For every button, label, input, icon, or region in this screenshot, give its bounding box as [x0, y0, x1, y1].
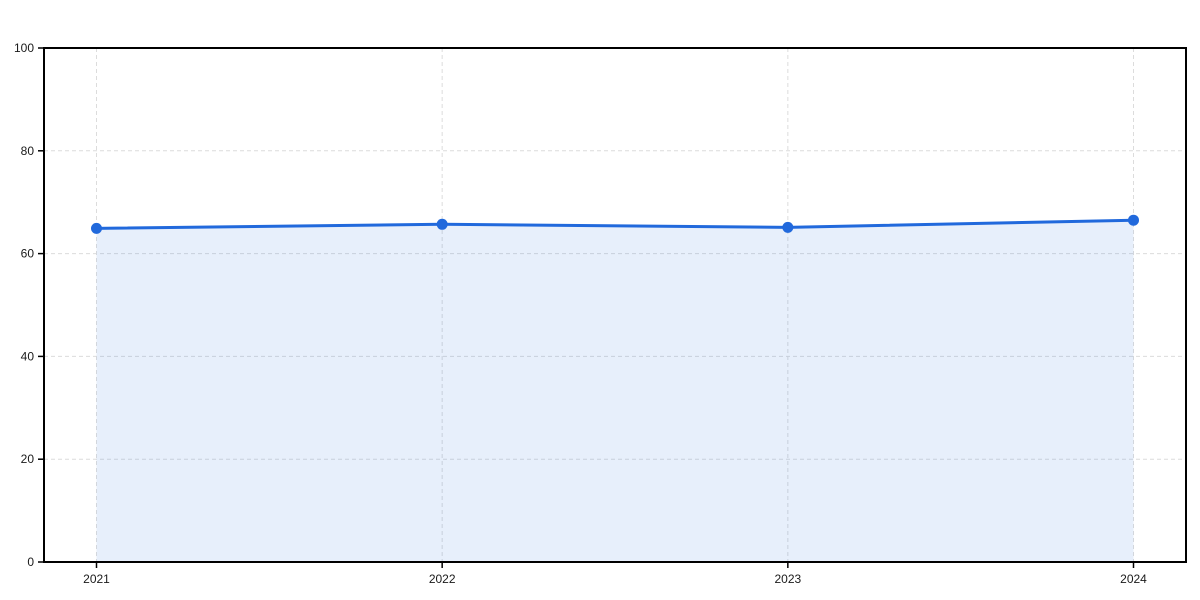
trend-line	[95, 218, 1135, 230]
x-tick-label: 2022	[429, 572, 456, 586]
x-tick-label: 2023	[774, 572, 801, 586]
data-point-2023	[782, 221, 794, 233]
y-tick-label: 60	[21, 247, 35, 261]
area-fill	[96, 220, 1134, 562]
y-tick-label: 100	[14, 41, 34, 55]
y-tick-label: 0	[27, 555, 34, 569]
plot-border	[43, 47, 1187, 563]
y-tick-label: 20	[21, 452, 35, 466]
y-tick-label: 80	[21, 144, 35, 158]
y-tick-label: 40	[21, 349, 35, 363]
data-point-2024	[1128, 214, 1139, 226]
data-point-2022	[436, 218, 448, 230]
data-point-2021	[91, 222, 102, 234]
x-tick-label: 2024	[1120, 572, 1147, 586]
x-tick-label: 2021	[83, 572, 110, 586]
